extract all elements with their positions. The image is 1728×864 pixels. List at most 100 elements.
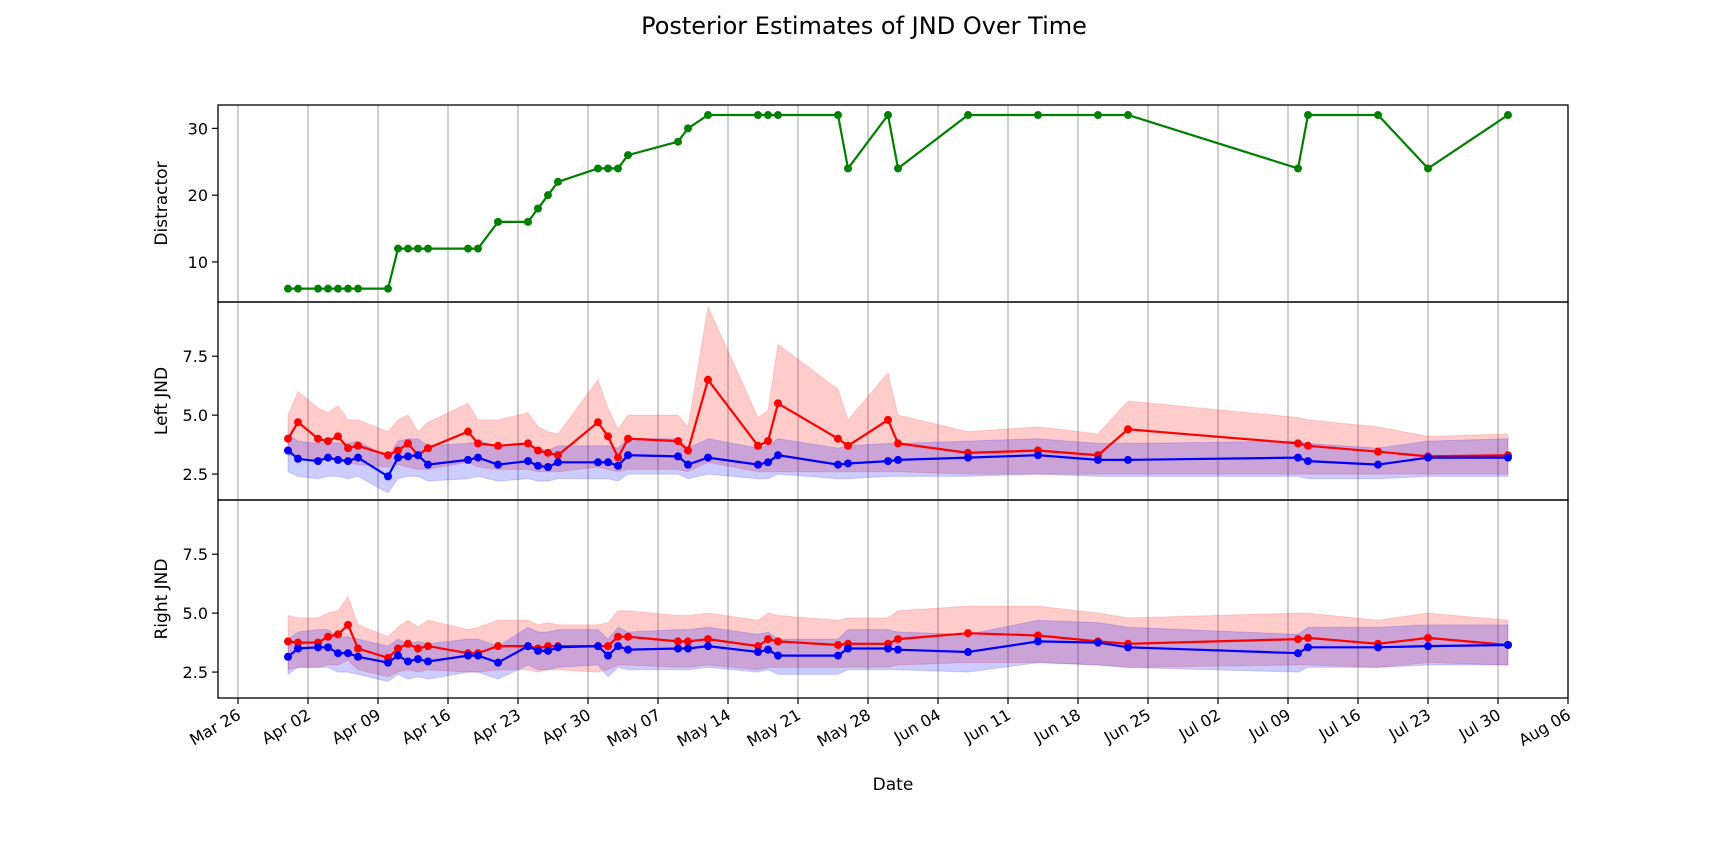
data-point <box>1294 453 1302 462</box>
data-point <box>294 644 302 653</box>
data-point <box>1424 642 1432 651</box>
plot-area <box>284 304 1512 494</box>
x-tick-label: Mar 26 <box>186 705 244 749</box>
data-point <box>674 437 682 446</box>
data-point <box>334 630 342 639</box>
data-point <box>964 629 972 638</box>
data-point <box>314 643 322 652</box>
data-point <box>754 642 762 651</box>
x-tick-label: Jul 23 <box>1385 705 1434 744</box>
x-tick-label: Jun 11 <box>960 705 1014 747</box>
x-tick-label: May 14 <box>674 705 734 751</box>
data-point <box>344 620 352 629</box>
data-point <box>614 453 622 462</box>
data-point <box>1294 635 1302 644</box>
data-point <box>1374 643 1382 652</box>
data-point <box>314 284 322 293</box>
data-point <box>394 453 402 462</box>
data-point <box>1124 643 1132 652</box>
data-point <box>1424 164 1432 173</box>
data-point <box>674 637 682 646</box>
data-point <box>774 451 782 460</box>
data-point <box>1304 457 1312 466</box>
data-point <box>1294 649 1302 658</box>
y-axis-label: Right JND <box>152 559 172 640</box>
data-point <box>384 472 392 481</box>
data-point <box>344 444 352 453</box>
data-point <box>344 284 352 293</box>
data-point <box>884 644 892 653</box>
data-point <box>1294 439 1302 448</box>
data-point <box>704 375 712 384</box>
x-tick-label: May 07 <box>604 705 664 751</box>
data-point <box>404 657 412 666</box>
y-tick-label: 20 <box>188 186 208 205</box>
data-point <box>774 399 782 408</box>
data-point <box>674 452 682 461</box>
data-point <box>474 453 482 462</box>
data-point <box>354 441 362 450</box>
data-point <box>384 451 392 460</box>
data-point <box>424 244 432 253</box>
y-axis-label: Distractor <box>152 161 172 245</box>
series-line <box>287 640 1509 664</box>
data-point <box>544 463 552 471</box>
data-point <box>684 637 692 646</box>
data-point <box>544 646 552 655</box>
data-point <box>624 632 632 641</box>
x-tick-label: Apr 16 <box>398 705 454 748</box>
y-tick-label: 7.5 <box>183 545 208 564</box>
data-point <box>1094 111 1102 120</box>
data-point <box>684 460 692 469</box>
data-point <box>324 643 332 652</box>
data-point <box>544 191 552 200</box>
x-tick-label: Aug 06 <box>1515 705 1574 750</box>
data-point <box>404 639 412 648</box>
data-point <box>1034 111 1042 120</box>
data-point <box>324 284 332 293</box>
data-point <box>614 642 622 651</box>
data-point <box>704 635 712 644</box>
y-tick-label: 2.5 <box>183 663 208 682</box>
data-point <box>894 164 902 173</box>
data-point <box>494 460 502 469</box>
data-point <box>754 111 762 120</box>
data-point <box>324 437 332 446</box>
data-point <box>534 446 542 455</box>
data-point <box>284 652 292 661</box>
data-point <box>594 642 602 651</box>
confidence-band <box>287 304 1509 475</box>
data-point <box>1504 640 1512 649</box>
data-point <box>1034 451 1042 460</box>
series-line <box>288 112 1509 290</box>
data-point <box>834 434 842 443</box>
data-point <box>754 460 762 469</box>
chart-title: Posterior Estimates of JND Over Time <box>641 12 1087 40</box>
data-point <box>774 651 782 660</box>
data-point <box>284 284 292 293</box>
data-point <box>424 460 432 469</box>
data-point <box>844 644 852 653</box>
data-point <box>884 457 892 466</box>
data-point <box>474 244 482 253</box>
data-point <box>494 658 502 667</box>
data-point <box>284 446 292 455</box>
data-point <box>414 451 422 460</box>
x-tick-label: Jun 18 <box>1030 705 1084 747</box>
data-point <box>604 642 612 651</box>
data-point <box>894 635 902 644</box>
data-point <box>604 164 612 173</box>
x-tick-label: May 28 <box>814 705 874 751</box>
data-point <box>474 651 482 660</box>
data-point <box>1304 643 1312 652</box>
data-point <box>1034 631 1042 640</box>
data-point <box>294 284 302 293</box>
data-point <box>764 437 772 446</box>
x-tick-label: Apr 23 <box>468 705 524 748</box>
data-point <box>284 434 292 443</box>
y-tick-label: 10 <box>188 253 208 272</box>
data-point <box>1374 447 1382 456</box>
data-point <box>884 111 892 120</box>
data-point <box>614 461 622 470</box>
data-point <box>384 658 392 667</box>
